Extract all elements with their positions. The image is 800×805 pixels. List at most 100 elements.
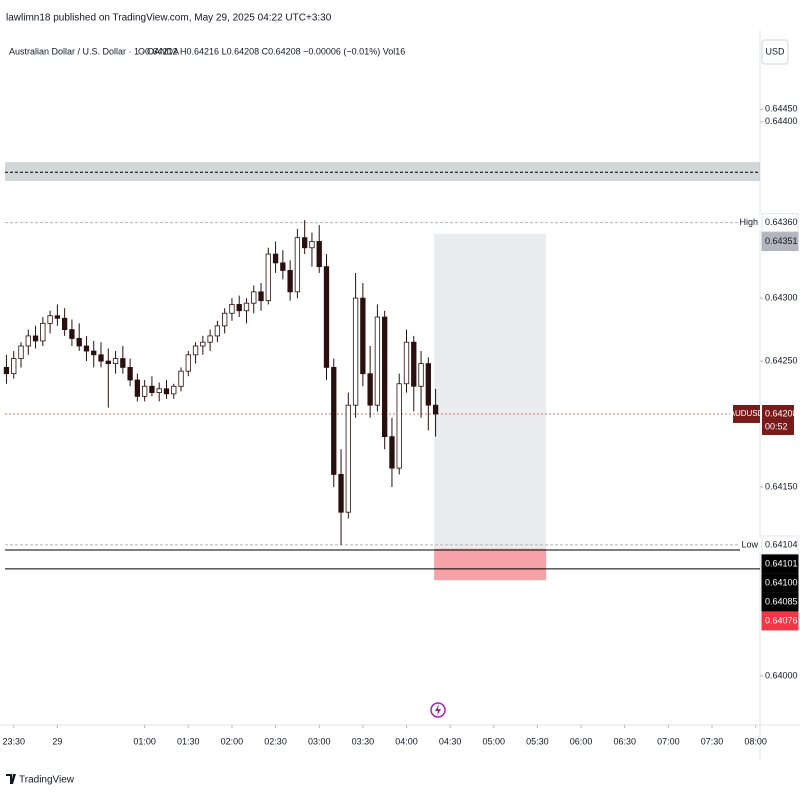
last-price-box — [762, 404, 794, 435]
legend-values: O0.64212 H0.64216 L0.64208 C0.64208 −0.0… — [138, 46, 405, 56]
candle-body — [374, 316, 381, 406]
x-tick-label: 06:00 — [570, 736, 593, 746]
candle-body — [294, 237, 301, 293]
candle-body — [207, 335, 213, 343]
candle-body — [105, 360, 111, 365]
y-tick-label: 0.64150 — [765, 481, 798, 491]
candle-body — [47, 315, 53, 324]
candle-body — [222, 312, 228, 327]
y-tick-label: 0.64250 — [765, 355, 798, 365]
price-tag-name: High — [739, 217, 758, 227]
candle-body — [345, 404, 351, 513]
candle-body — [425, 363, 431, 406]
x-tick-label: 01:00 — [133, 736, 156, 746]
candle-body — [11, 358, 17, 375]
candle-body — [418, 363, 424, 387]
price-tag — [761, 573, 799, 593]
candle-body — [178, 370, 184, 387]
price-tag — [761, 213, 799, 233]
candle-body — [185, 354, 191, 372]
candle-body — [156, 388, 162, 393]
candle-body — [360, 297, 366, 375]
x-tick-label: 03:00 — [308, 736, 331, 746]
currency: USD — [765, 46, 785, 56]
candle-body — [389, 436, 395, 469]
footer: TradingView — [19, 775, 75, 786]
candle-body — [316, 241, 322, 268]
candle-body — [258, 291, 264, 302]
y-tick-label: 0.64000 — [765, 670, 798, 680]
candle-body — [76, 338, 82, 347]
candle-body — [396, 383, 402, 469]
stop-zone — [434, 548, 547, 581]
candle-body — [411, 341, 417, 387]
candle-body — [265, 253, 271, 302]
candle-body — [236, 304, 242, 312]
price-tag — [761, 535, 799, 555]
price-tag-label: 0.64101 — [765, 558, 798, 568]
candle-body — [163, 388, 170, 395]
candle-body — [40, 322, 46, 342]
candle-body — [214, 325, 221, 337]
candle-body — [83, 345, 90, 352]
candle-body — [192, 345, 199, 356]
candle-body — [149, 385, 155, 393]
x-tick-label: 07:00 — [657, 736, 680, 746]
candle-body — [367, 373, 373, 406]
candle-body — [382, 316, 388, 438]
x-tick-label: 01:30 — [177, 736, 200, 746]
currency-box[interactable] — [761, 39, 789, 65]
candle-body — [243, 302, 250, 312]
price-tag-label: 0.64076 — [765, 615, 798, 625]
candle-body — [352, 297, 359, 406]
price-tag-name-box — [740, 214, 761, 231]
candle-body — [127, 366, 133, 381]
candle-body — [309, 241, 315, 249]
price-tag-label: 0.64100 — [765, 577, 798, 587]
price-tag-label: 0.64351 — [765, 236, 798, 246]
last-price-label: 0.64208 — [765, 408, 798, 418]
x-tick-label: 06:30 — [613, 736, 636, 746]
countdown: 00:52 — [765, 421, 788, 431]
candle-body — [120, 358, 126, 368]
zone — [5, 162, 760, 182]
candle-body — [323, 266, 330, 368]
candle-body — [272, 253, 279, 264]
candle-body — [432, 404, 439, 415]
x-tick-label: 07:30 — [701, 736, 724, 746]
price-tag-name: Low — [741, 539, 758, 549]
y-tick-label: 0.64400 — [765, 116, 798, 126]
candle-body — [69, 329, 75, 339]
candle-body — [32, 335, 39, 342]
candle-body — [200, 341, 206, 347]
price-tag — [761, 592, 799, 612]
price-tag-label: 0.64360 — [765, 217, 798, 227]
x-tick-label: 05:30 — [526, 736, 549, 746]
x-tick-label: 05:00 — [483, 736, 506, 746]
candle-body — [61, 317, 68, 331]
candle-body — [98, 354, 104, 362]
candle-body — [134, 379, 141, 397]
target-zone — [434, 233, 547, 549]
last-price-name-box — [733, 404, 760, 423]
y-tick-label: 0.64450 — [765, 104, 798, 114]
candle-body — [3, 366, 10, 375]
candle-body — [141, 385, 148, 397]
y-tick-label: 0.64300 — [765, 293, 798, 303]
price-tag-label: 0.64104 — [765, 539, 798, 549]
candle-body — [25, 335, 31, 347]
x-tick-label: 02:00 — [221, 736, 244, 746]
x-tick-label: 04:30 — [439, 736, 462, 746]
candle-body — [287, 270, 293, 293]
lightning-icon[interactable] — [430, 702, 446, 718]
candle-body — [171, 385, 177, 395]
x-tick-label: 08:00 — [744, 736, 767, 746]
x-tick-label: 23:30 — [2, 736, 25, 746]
candle-body — [229, 304, 235, 314]
price-tag-name-box — [740, 536, 761, 553]
last-price-name: AUDUSD — [730, 409, 764, 418]
footer-logo — [6, 774, 16, 784]
x-tick-label: 29 — [52, 736, 62, 746]
x-tick-label: 02:30 — [264, 736, 287, 746]
